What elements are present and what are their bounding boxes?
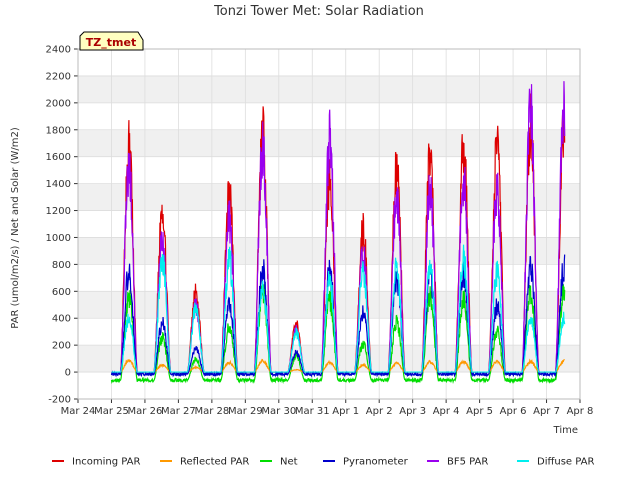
- site-badge-label: TZ_tmet: [86, 36, 136, 49]
- y-tick-label: 2400: [46, 45, 71, 56]
- x-tick-label: Apr 7: [533, 406, 560, 417]
- y-tick-label: 2000: [46, 98, 71, 109]
- plot-band: [78, 75, 580, 103]
- y-tick-label: 800: [52, 260, 71, 271]
- x-tick-label: Apr 5: [466, 406, 493, 417]
- series-line-net: [110, 280, 566, 385]
- series-line-diffuse-par: [111, 244, 566, 373]
- y-tick-label: -200: [48, 395, 71, 406]
- y-tick-label: 1200: [46, 206, 71, 217]
- x-tick-label: Apr 6: [500, 406, 527, 417]
- legend-label: Reflected PAR: [180, 457, 249, 468]
- plot-frame: [77, 48, 581, 400]
- y-tick-label: 1000: [46, 233, 71, 244]
- series-line-pyranometer: [110, 254, 566, 378]
- y-tick-label: 600: [52, 287, 71, 298]
- y-axis-ticks: -200 0 200 400 600 800 1000 1200 1400 1600 1800 200…: [46, 45, 78, 406]
- y-tick-label: 0: [65, 368, 71, 379]
- y-tick-label: 1800: [46, 125, 71, 136]
- legend-label: BF5 PAR: [447, 457, 488, 468]
- y-tick-label: 400: [52, 314, 71, 325]
- legend-label: Net: [280, 457, 298, 468]
- y-tick-label: 200: [52, 341, 71, 352]
- x-tick-label: Apr 8: [567, 406, 594, 417]
- x-tick-label: Mar 27: [161, 406, 196, 417]
- plot-border: [77, 48, 581, 400]
- legend-label: Pyranometer: [343, 457, 409, 468]
- y-tick-label: 1400: [46, 179, 71, 190]
- plot-band: [78, 345, 580, 373]
- x-tick-label: Apr 2: [366, 406, 393, 417]
- series-lines: [110, 81, 566, 385]
- x-tick-label: Mar 28: [194, 406, 229, 417]
- x-tick-label: Apr 3: [399, 406, 426, 417]
- x-tick-label: Apr 4: [433, 406, 460, 417]
- x-tick-label: Mar 30: [261, 406, 296, 417]
- x-tick-label: Apr 1: [332, 406, 359, 417]
- x-axis-label: Time: [553, 425, 578, 436]
- x-tick-label: Mar 24: [61, 406, 96, 417]
- chart-title: Tonzi Tower Met: Solar Radiation: [213, 4, 424, 19]
- site-badge: TZ_tmet: [79, 31, 144, 51]
- y-tick-label: 2200: [46, 71, 71, 82]
- legend-label: Incoming PAR: [72, 457, 141, 468]
- y-tick-label: 1600: [46, 152, 71, 163]
- plot-area: [78, 49, 580, 399]
- legend-label: Diffuse PAR: [537, 457, 594, 468]
- x-tick-label: Mar 31: [295, 406, 330, 417]
- legend: Incoming PAR Reflected PAR Net Pyranometer B…: [52, 457, 594, 468]
- x-tick-label: Mar 25: [94, 406, 129, 417]
- x-tick-label: Mar 26: [128, 406, 163, 417]
- y-axis-label: PAR (umol/m2/s) / Net and Solar (W/m2): [10, 127, 21, 329]
- x-tick-label: Mar 29: [228, 406, 263, 417]
